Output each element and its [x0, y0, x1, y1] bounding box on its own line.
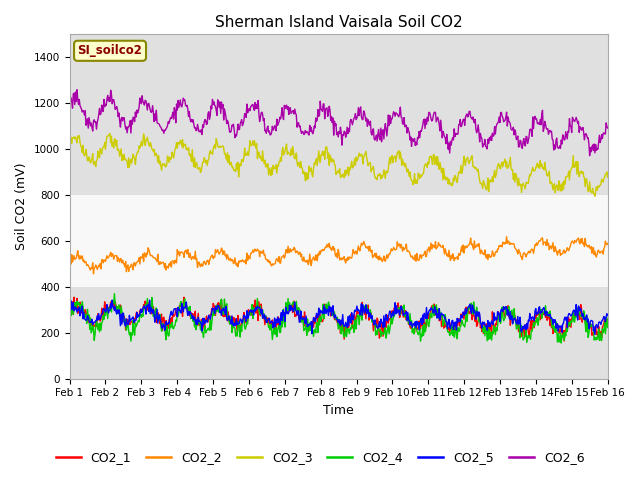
CO2_5: [214, 303, 222, 309]
CO2_2: [132, 263, 140, 269]
CO2_6: [214, 99, 222, 105]
CO2_3: [214, 143, 221, 148]
CO2_1: [66, 299, 74, 305]
Line: CO2_4: CO2_4: [70, 294, 607, 343]
CO2_5: [66, 306, 74, 312]
CO2_6: [132, 109, 140, 115]
CO2_1: [70, 294, 78, 300]
CO2_3: [186, 152, 193, 158]
CO2_1: [214, 300, 222, 305]
CO2_4: [186, 303, 194, 309]
CO2_5: [186, 309, 194, 314]
CO2_6: [420, 116, 428, 122]
CO2_2: [604, 240, 611, 246]
CO2_3: [420, 170, 428, 176]
CO2_2: [76, 256, 83, 262]
Bar: [70, 34, 607, 195]
CO2_4: [76, 300, 83, 306]
CO2_4: [404, 320, 412, 325]
CO2_4: [557, 340, 565, 346]
CO2_2: [420, 251, 428, 256]
Bar: [70, 287, 607, 379]
CO2_5: [108, 297, 116, 303]
CO2_5: [132, 318, 140, 324]
CO2_4: [132, 320, 140, 326]
CO2_1: [561, 338, 568, 344]
CO2_5: [604, 313, 611, 319]
Line: CO2_2: CO2_2: [70, 237, 607, 274]
CO2_5: [76, 304, 83, 310]
Bar: [70, 195, 607, 287]
CO2_4: [66, 311, 74, 317]
CO2_3: [131, 156, 138, 162]
Y-axis label: Soil CO2 (mV): Soil CO2 (mV): [15, 163, 28, 250]
Text: SI_soilco2: SI_soilco2: [77, 44, 143, 57]
CO2_6: [586, 153, 593, 158]
CO2_6: [186, 116, 194, 121]
CO2_3: [604, 174, 611, 180]
CO2_4: [111, 291, 118, 297]
Line: CO2_5: CO2_5: [70, 300, 607, 335]
CO2_3: [66, 131, 74, 136]
CO2_4: [420, 322, 428, 327]
CO2_1: [132, 316, 140, 322]
CO2_2: [90, 271, 97, 276]
Legend: CO2_1, CO2_2, CO2_3, CO2_4, CO2_5, CO2_6: CO2_1, CO2_2, CO2_3, CO2_4, CO2_5, CO2_6: [51, 446, 589, 469]
CO2_3: [404, 166, 412, 172]
CO2_6: [404, 128, 412, 133]
CO2_6: [73, 87, 81, 93]
Line: CO2_6: CO2_6: [70, 90, 607, 156]
CO2_2: [503, 234, 511, 240]
CO2_2: [404, 248, 412, 254]
CO2_2: [214, 250, 222, 255]
CO2_6: [66, 99, 74, 105]
CO2_3: [591, 193, 599, 199]
CO2_1: [404, 322, 412, 327]
Line: CO2_3: CO2_3: [70, 133, 607, 196]
CO2_6: [604, 125, 611, 131]
CO2_3: [76, 132, 83, 138]
CO2_1: [76, 299, 84, 305]
CO2_5: [591, 332, 599, 337]
CO2_2: [186, 250, 194, 256]
CO2_4: [604, 324, 611, 330]
CO2_5: [420, 311, 428, 316]
CO2_2: [66, 259, 74, 264]
CO2_5: [404, 317, 412, 323]
CO2_1: [420, 321, 428, 326]
CO2_6: [76, 103, 84, 108]
CO2_1: [604, 317, 611, 323]
Title: Sherman Island Vaisala Soil CO2: Sherman Island Vaisala Soil CO2: [215, 15, 462, 30]
CO2_1: [186, 313, 194, 319]
Line: CO2_1: CO2_1: [70, 297, 607, 341]
CO2_4: [214, 309, 222, 315]
X-axis label: Time: Time: [323, 404, 354, 417]
